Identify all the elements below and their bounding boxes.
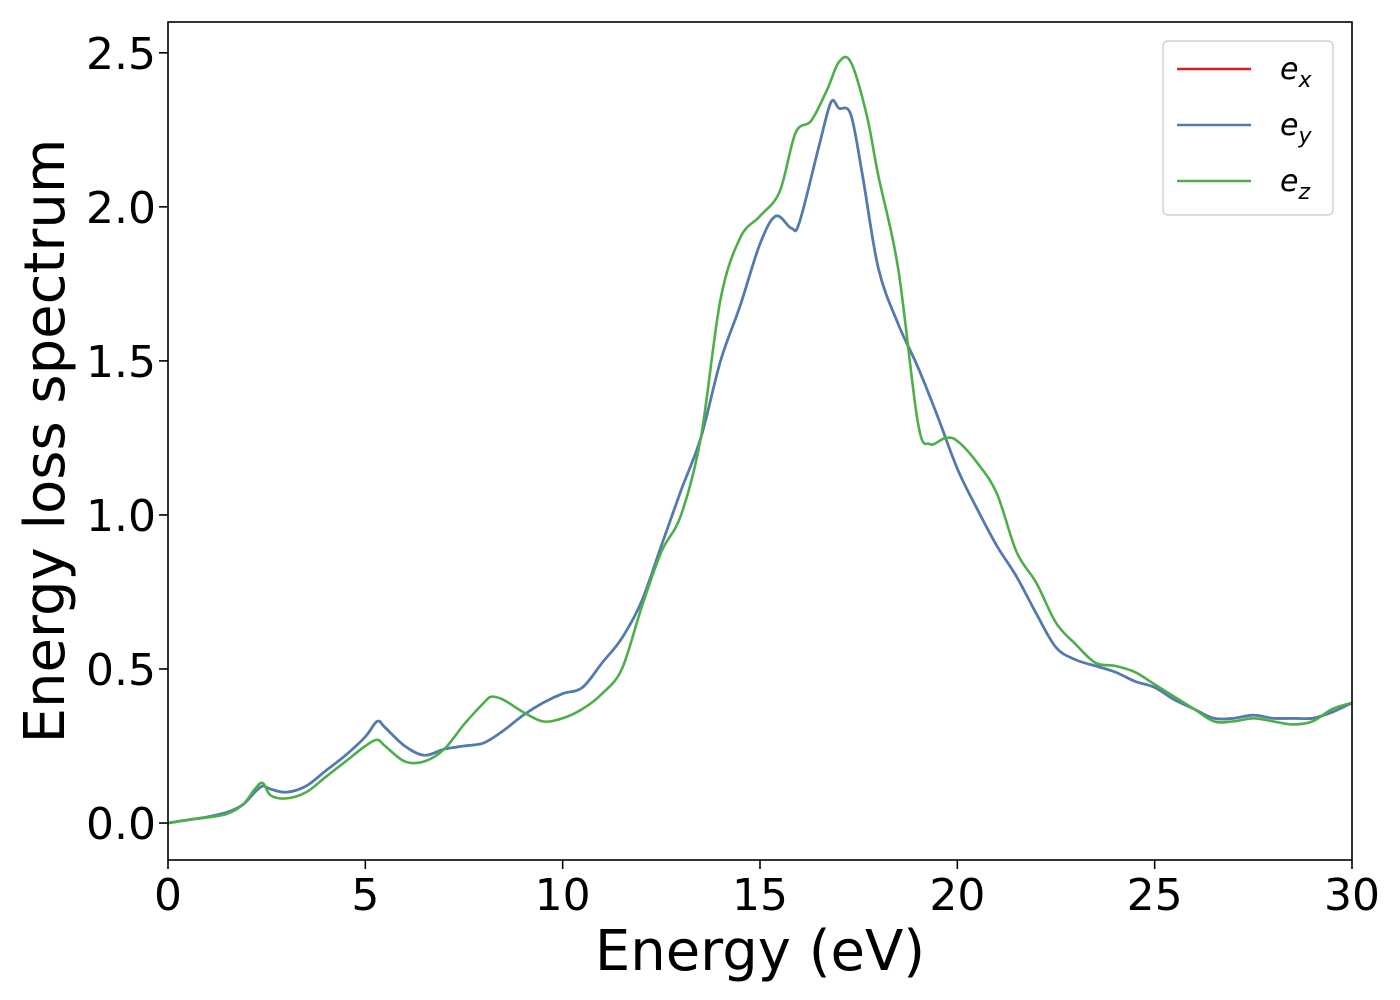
x-tick-label: 20 bbox=[929, 870, 985, 921]
x-axis-label: Energy (eV) bbox=[595, 919, 925, 984]
y-tick-label: 1.0 bbox=[86, 491, 156, 542]
x-tick-label: 10 bbox=[535, 870, 591, 921]
series-layer bbox=[167, 55, 1353, 825]
legend: ex ey ez bbox=[1162, 40, 1334, 216]
y-tick-label: 0.5 bbox=[86, 645, 156, 696]
y-axis-ticks: 0.0 0.5 1.0 1.5 2.0 2.5 bbox=[86, 29, 168, 850]
legend-label-x: ex bbox=[1280, 52, 1312, 93]
series-line-y bbox=[167, 98, 1353, 825]
x-tick-label: 30 bbox=[1324, 870, 1380, 921]
x-axis-ticks: 0 5 10 15 20 25 30 bbox=[154, 860, 1380, 921]
x-tick-label: 0 bbox=[154, 870, 182, 921]
y-tick-label: 0.0 bbox=[86, 799, 156, 850]
y-tick-label: 2.0 bbox=[86, 183, 156, 234]
y-tick-label: 2.5 bbox=[86, 29, 156, 80]
x-tick-label: 5 bbox=[351, 870, 379, 921]
x-tick-label: 15 bbox=[732, 870, 788, 921]
series-line-z bbox=[167, 55, 1353, 825]
legend-label-y: ey bbox=[1280, 108, 1312, 149]
legend-label-z: ez bbox=[1280, 164, 1310, 205]
x-tick-label: 25 bbox=[1127, 870, 1183, 921]
y-axis-label: Energy loss spectrum bbox=[13, 139, 78, 744]
legend-box bbox=[1162, 40, 1334, 216]
y-tick-label: 1.5 bbox=[86, 337, 156, 388]
